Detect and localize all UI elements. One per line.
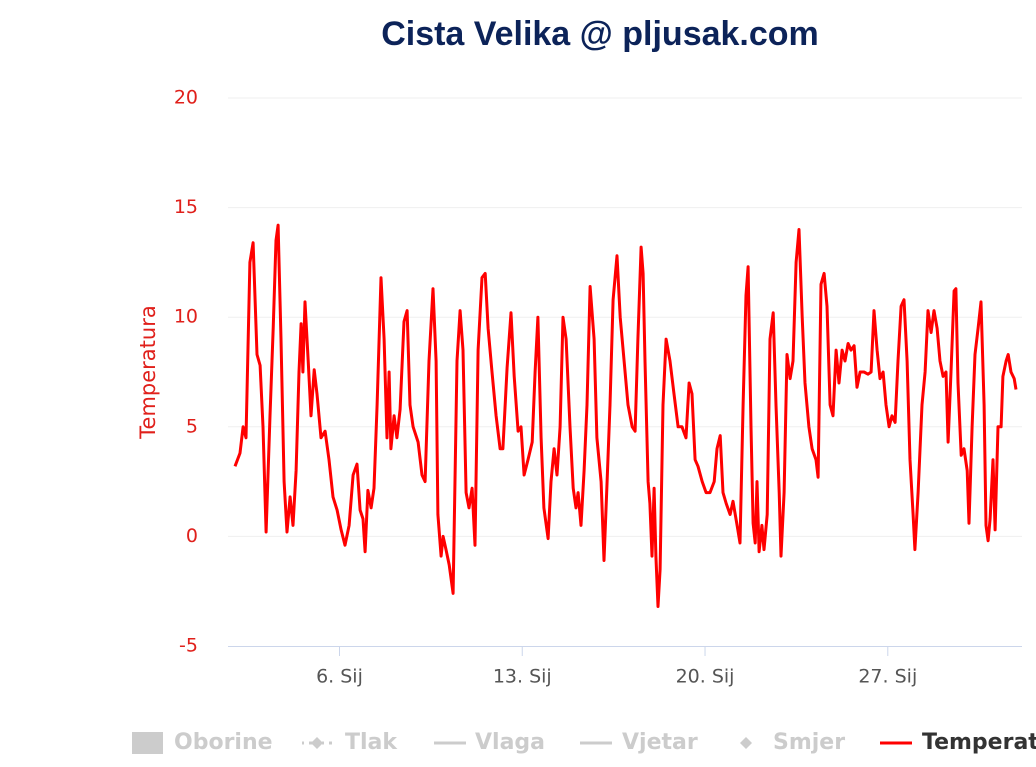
x-tick-label: 20. Sij (676, 666, 735, 688)
x-tick-label: 27. Sij (858, 666, 917, 688)
legend-symbol (740, 737, 752, 749)
y-tick-label: 15 (174, 196, 198, 218)
x-tick-label: 6. Sij (316, 666, 363, 688)
legend-label[interactable]: Smjer (773, 730, 845, 755)
legend-label[interactable]: Vjetar (622, 730, 698, 755)
x-tick-label: 13. Sij (493, 666, 552, 688)
temperature-line (233, 223, 1018, 608)
legend-label[interactable]: Tlak (345, 730, 398, 755)
legend-symbol (132, 732, 163, 754)
chart-title: Cista Velika @ pljusak.com (381, 15, 819, 53)
legend-symbol (311, 737, 323, 749)
y-tick-label: -5 (179, 635, 198, 657)
y-tick-label: 5 (186, 415, 198, 437)
y-axis-label: Temperatura (136, 305, 160, 439)
y-tick-label: 0 (186, 525, 198, 547)
y-tick-label: 20 (174, 87, 198, 109)
legend-label[interactable]: Oborine (174, 730, 273, 755)
legend-label[interactable]: Temperatura (922, 730, 1036, 755)
legend-label[interactable]: Vlaga (475, 730, 545, 755)
y-tick-label: 10 (174, 306, 198, 328)
